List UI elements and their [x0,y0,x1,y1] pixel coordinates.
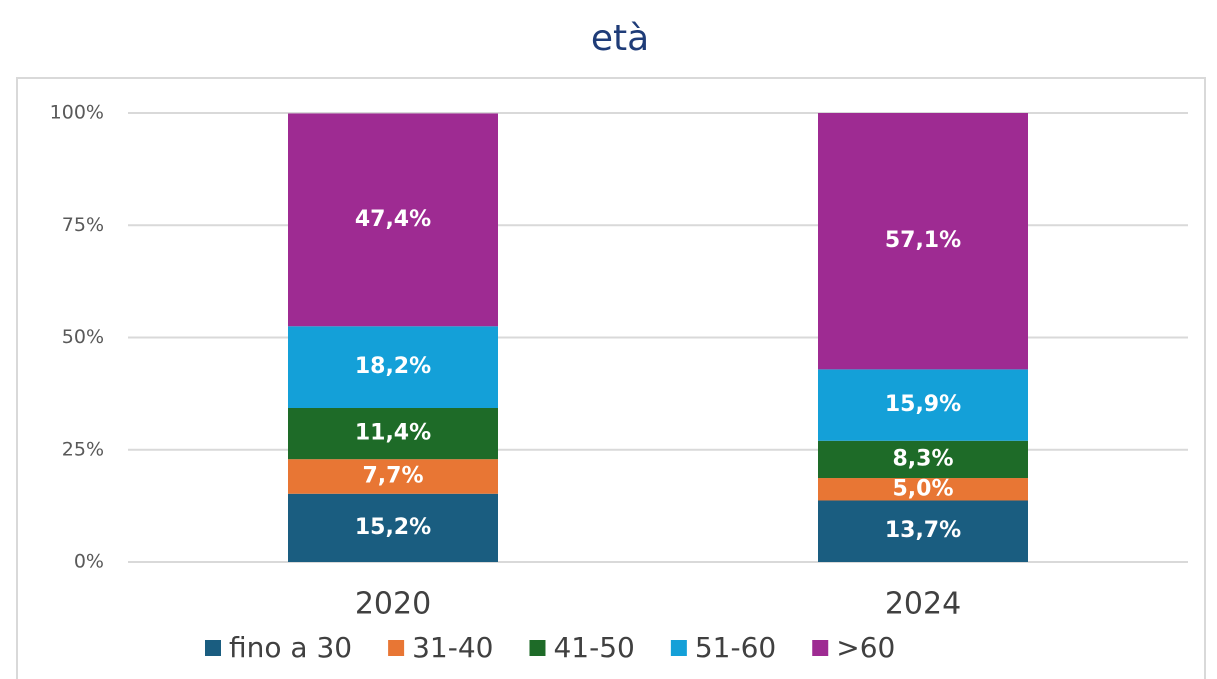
y-tick-label: 25% [62,438,104,460]
bar-segment [818,478,1028,501]
bar-segment [288,326,498,408]
data-label: 5,0% [892,476,953,501]
data-label: 15,2% [355,515,431,540]
legend-label: 31-40 [412,631,493,664]
x-tick-label: 2024 [885,587,961,622]
y-tick-label: 0% [74,551,104,573]
data-label: 57,1% [885,228,961,253]
bar-segment [818,440,1028,479]
legend-swatch [205,640,221,656]
data-label: 8,3% [892,446,953,471]
legend-label: fino a 30 [229,631,352,664]
data-label: 11,4% [355,421,431,446]
data-label: 47,4% [355,207,431,232]
legend-swatch [812,640,829,656]
data-label: 18,2% [355,354,431,379]
bar-segment [818,500,1028,562]
y-tick-label: 100% [50,102,104,124]
bar-segment [288,493,498,562]
x-tick-label: 2020 [355,587,431,622]
legend-swatch [388,640,405,656]
legend-label: >60 [836,631,895,664]
bar-segment [288,113,498,327]
bar-segment [818,113,1028,370]
y-tick-label: 75% [62,214,104,236]
bar-segment [288,407,498,460]
data-label: 7,7% [362,463,423,488]
chart-title: età [591,18,649,59]
legend-label: 51-60 [695,631,776,664]
y-tick-label: 50% [62,326,104,348]
bar-segment [818,369,1028,441]
bar-segment [288,459,498,494]
legend-swatch [529,640,546,656]
legend-label: 41-50 [553,631,634,664]
data-label: 15,9% [885,392,961,417]
data-label: 13,7% [885,518,961,543]
legend-swatch [670,640,687,656]
